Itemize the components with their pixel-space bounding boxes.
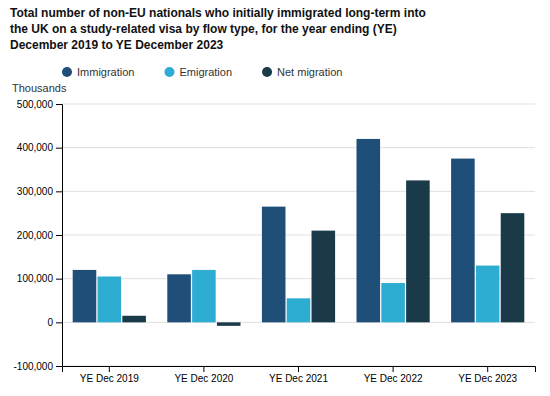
bar: [192, 270, 216, 322]
y-tick-mark: [56, 191, 62, 192]
bar: [381, 283, 405, 322]
y-tick-label: 200,000: [17, 230, 54, 241]
x-tick: YE Dec 2019: [80, 366, 139, 384]
bar: [406, 180, 430, 322]
y-tick-label: 500,000: [17, 99, 54, 110]
bar: [167, 274, 191, 322]
x-tick-label: YE Dec 2022: [364, 373, 423, 384]
x-tick: YE Dec 2020: [174, 366, 233, 384]
y-tick-label: 100,000: [17, 273, 54, 284]
legend-item: Emigration: [164, 66, 232, 78]
y-tick-mark: [56, 279, 62, 280]
grid-line: [62, 147, 535, 148]
y-tick-label: -100,000: [14, 361, 54, 372]
x-tick: YE Dec 2021: [269, 366, 328, 384]
x-tick-mark: [393, 366, 394, 372]
x-tick-label: YE Dec 2020: [174, 373, 233, 384]
y-tick: 200,000: [17, 230, 62, 241]
legend-swatch: [62, 67, 72, 77]
title-line: Total number of non-EU nationals who ini…: [10, 6, 426, 20]
y-tick: 300,000: [17, 186, 62, 197]
y-tick: 400,000: [17, 142, 62, 153]
bar-series: [73, 139, 475, 322]
x-tick: YE Dec 2023: [458, 366, 517, 384]
legend-item: Net migration: [262, 66, 342, 78]
plot: -100,000 0 100,000 200,000 300,000 400,000 500…: [14, 99, 536, 384]
y-tick-mark: [56, 104, 62, 105]
y-tick-label: 400,000: [17, 142, 54, 153]
y-tick: 0: [47, 317, 62, 328]
x-tick-mark: [298, 366, 299, 372]
legend-label: Emigration: [179, 66, 232, 78]
legend-label: Immigration: [77, 66, 134, 78]
grid-line: [62, 104, 535, 105]
bar: [73, 270, 97, 322]
chart: Total number of non-EU nationals who ini…: [0, 0, 550, 396]
legend-swatch: [164, 67, 174, 77]
bar-series: [98, 266, 500, 323]
y-tick: 100,000: [17, 273, 62, 284]
y-tick-mark: [56, 148, 62, 149]
x-tick-label: YE Dec 2023: [458, 373, 517, 384]
y-axis-line: [56, 105, 63, 367]
y-tick-mark: [56, 235, 62, 236]
x-tick-mark: [487, 366, 488, 372]
title-line: the UK on a study-related visa by flow t…: [10, 22, 397, 36]
bar: [262, 207, 286, 323]
title: Total number of non-EU nationals who ini…: [10, 6, 426, 52]
y-tick-label: 300,000: [17, 186, 54, 197]
x-tick-label: YE Dec 2021: [269, 373, 328, 384]
x-axis: YE Dec 2019 YE Dec 2020 YE Dec 2021 YE Dec …: [63, 366, 536, 384]
legend-item: Immigration: [62, 66, 134, 78]
bars: [73, 139, 525, 326]
bar: [287, 298, 311, 322]
bar: [122, 316, 146, 323]
grid: [62, 104, 535, 366]
legend-swatch: [262, 67, 272, 77]
y-tick: 500,000: [17, 99, 62, 110]
bar: [451, 159, 475, 323]
x-tick-mark: [109, 366, 110, 372]
bar: [476, 266, 500, 323]
y-axis: -100,000 0 100,000 200,000 300,000 400,000 500…: [14, 99, 63, 372]
bar: [357, 139, 381, 322]
y-tick-label: 0: [47, 317, 53, 328]
bar: [312, 231, 336, 323]
y-tick: -100,000: [14, 361, 62, 372]
legend-label: Net migration: [277, 66, 342, 78]
bar: [501, 213, 525, 322]
x-axis-line: [63, 367, 536, 373]
legend: Immigration Emigration Net migration: [62, 66, 342, 78]
title-line: December 2019 to YE December 2023: [10, 38, 224, 52]
y-label: Thousands: [12, 82, 67, 94]
x-tick-label: YE Dec 2019: [80, 373, 139, 384]
bar: [98, 276, 122, 322]
bar-series: [122, 180, 524, 325]
y-tick-mark: [56, 366, 62, 367]
x-tick-mark: [203, 366, 204, 372]
y-tick-mark: [56, 322, 62, 323]
bar: [217, 322, 241, 325]
x-tick: YE Dec 2022: [364, 366, 423, 384]
